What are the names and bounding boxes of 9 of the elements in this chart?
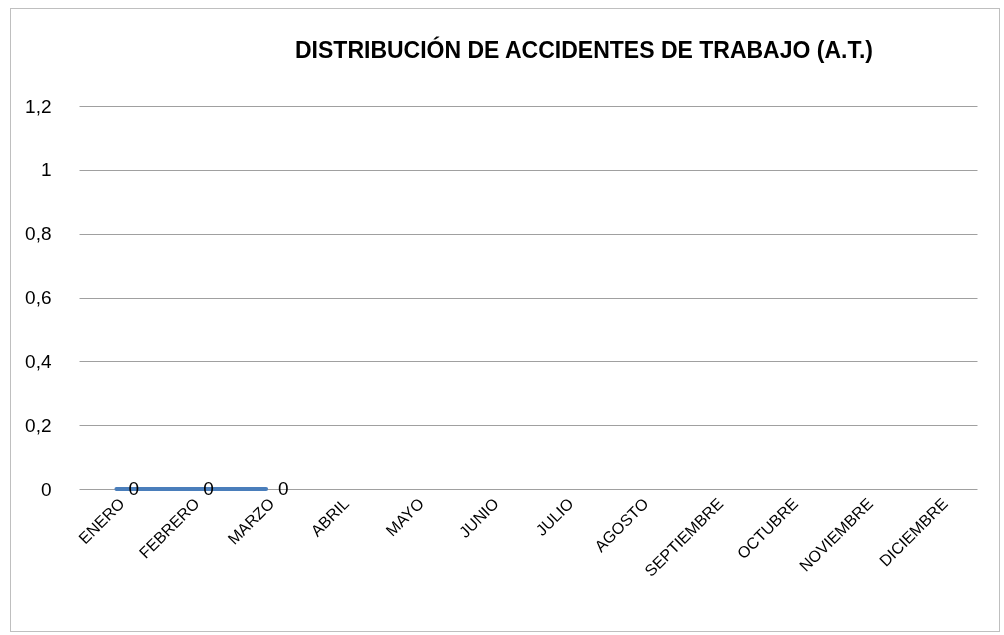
data-label: 0 xyxy=(278,478,289,499)
y-tick-label: 1 xyxy=(40,159,52,181)
y-tick-label: 0,2 xyxy=(25,414,52,436)
y-tick-label: 0 xyxy=(40,478,52,500)
y-tick-label: 0,4 xyxy=(25,350,52,372)
y-tick-label: 0,8 xyxy=(25,223,52,245)
chart-title: DISTRIBUCIÓN DE ACCIDENTES DE TRABAJO (A.T.) xyxy=(295,36,873,63)
y-tick-label: 1,2 xyxy=(25,95,52,117)
y-tick-label: 0,6 xyxy=(25,287,52,308)
